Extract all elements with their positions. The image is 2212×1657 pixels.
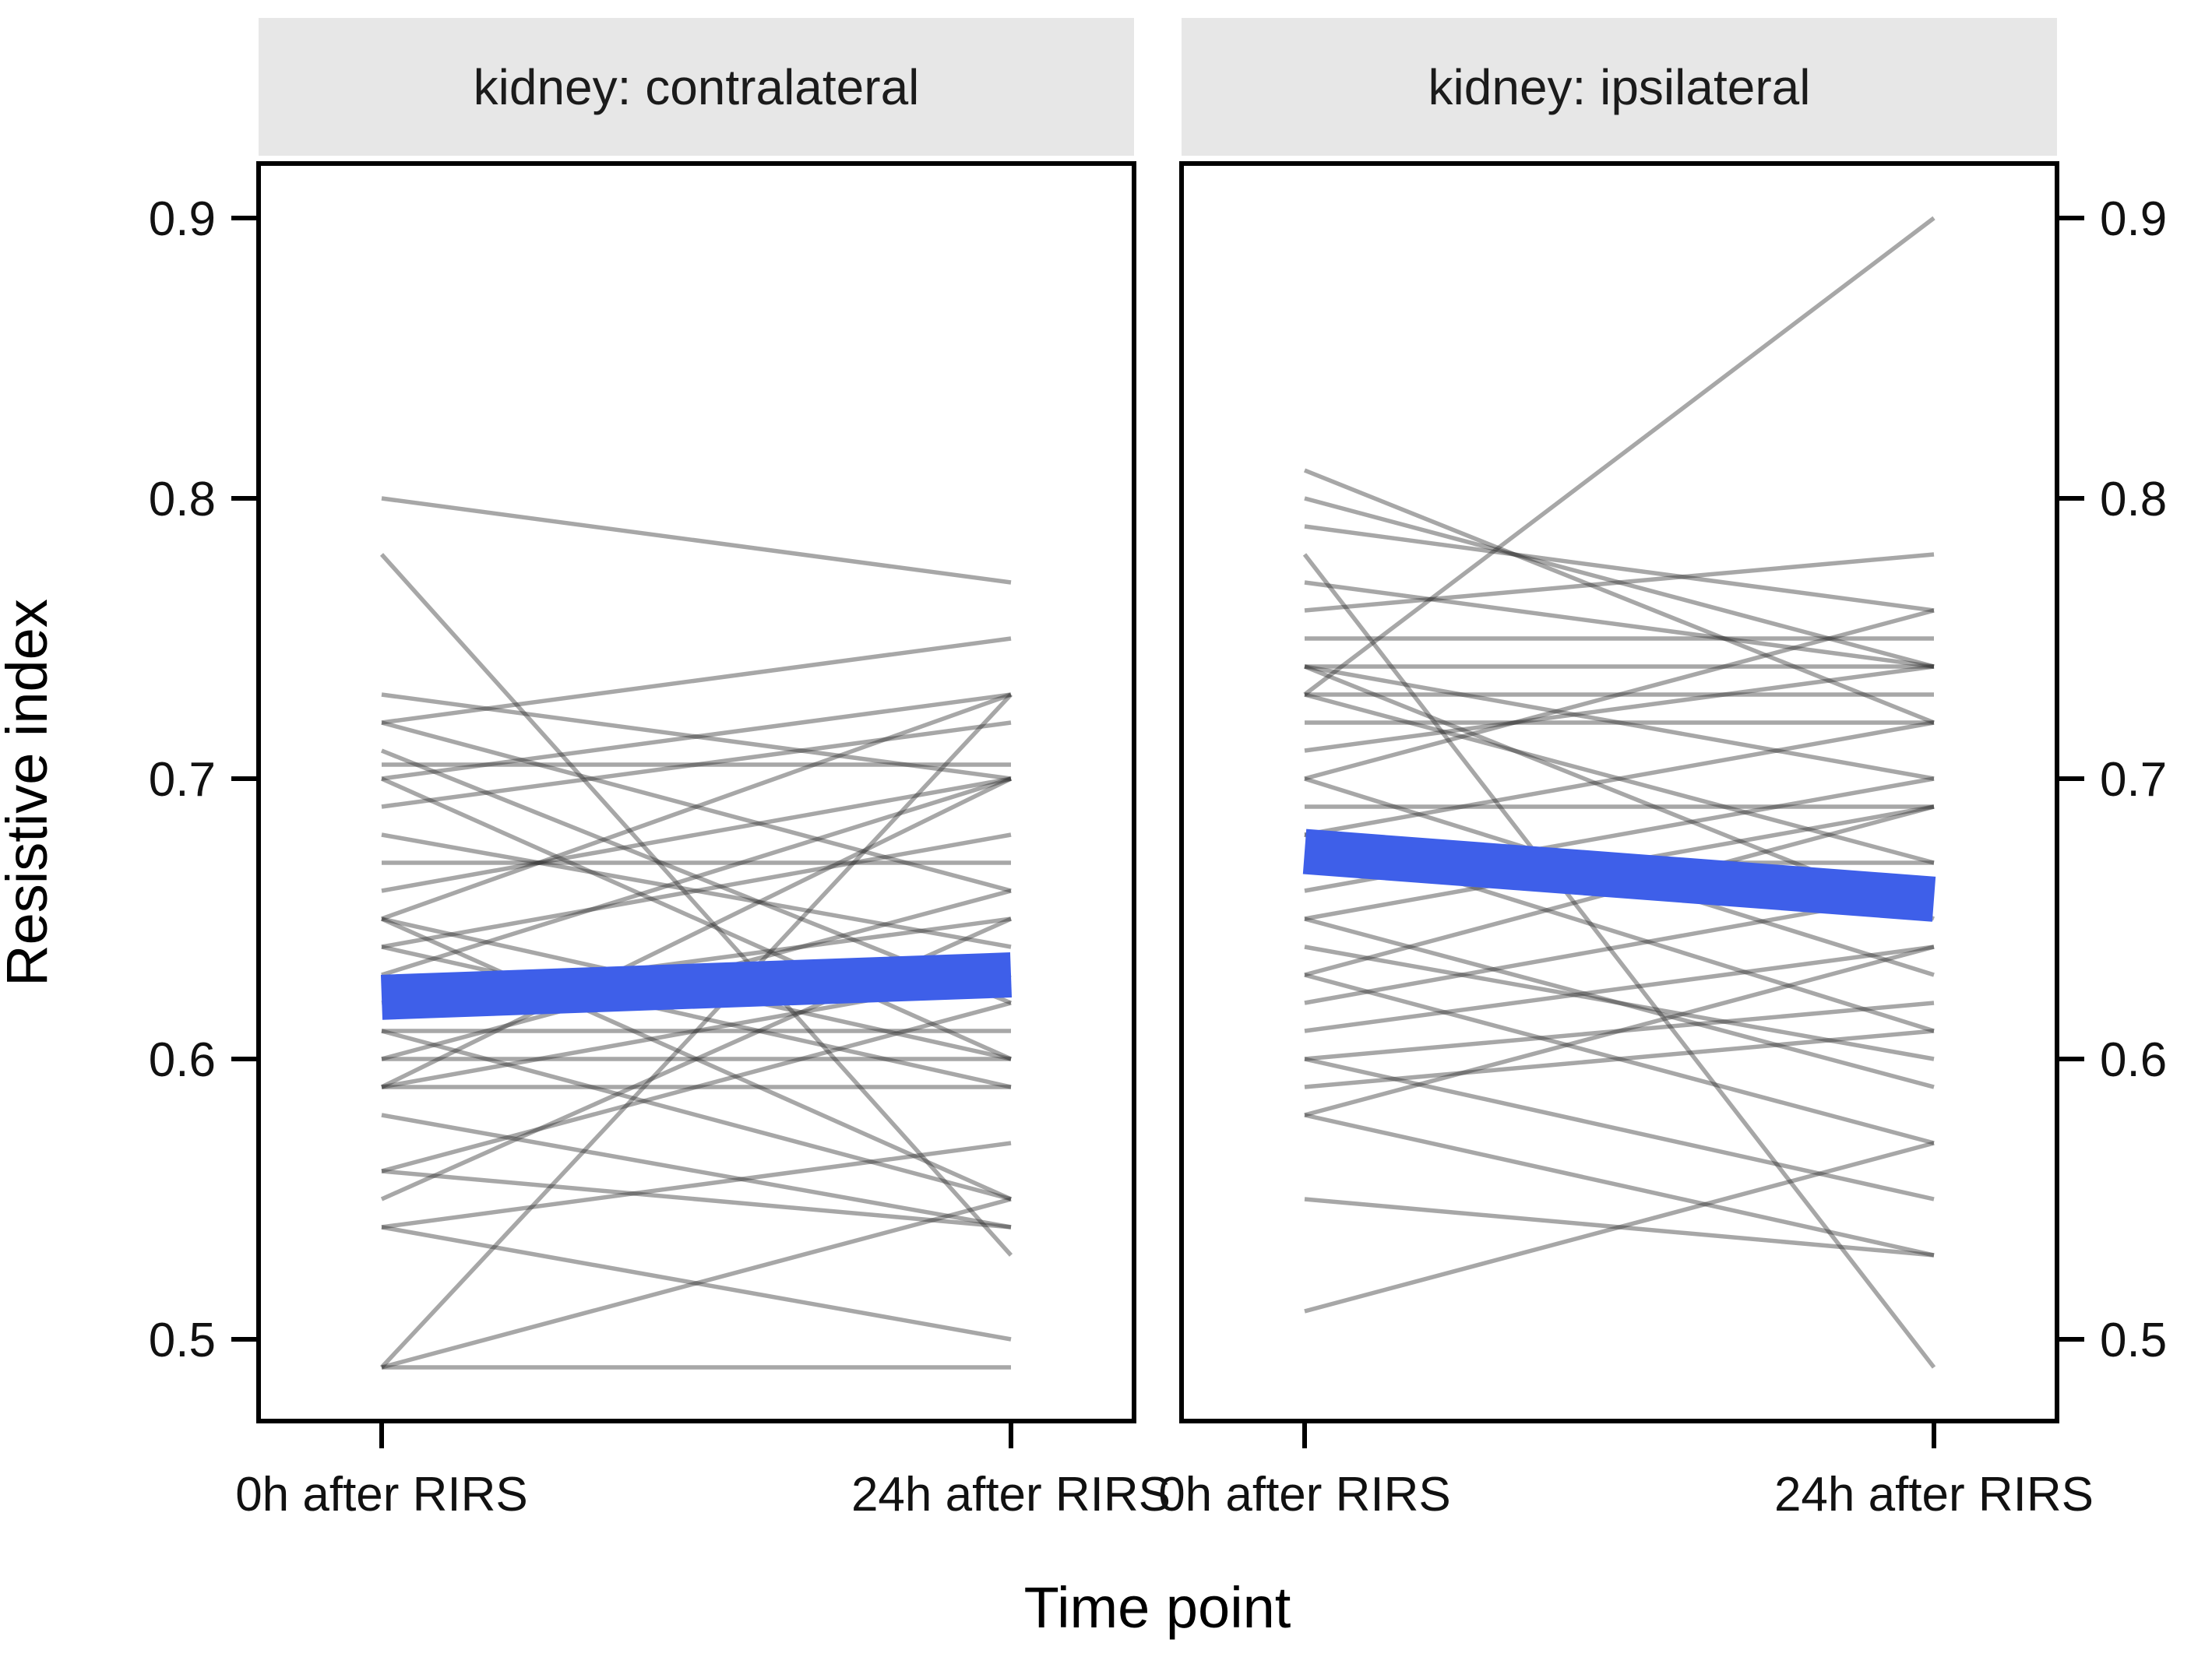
patient-line: [1304, 720, 1935, 837]
patient-line: [1304, 916, 1935, 1089]
patient-line: [1304, 945, 1935, 1033]
patient-line: [1304, 664, 1935, 781]
patient-line: [380, 916, 1013, 1201]
panel-ipsilateral: [1302, 216, 1936, 1369]
patient-line: [381, 692, 1012, 781]
x-tick-label: 0h after RIRS: [235, 1468, 528, 1522]
facet-strip-contralateral: [259, 18, 1134, 156]
y-axis-title: Resistive index: [0, 599, 59, 987]
patient-line: [381, 1225, 1012, 1342]
patient-line: [381, 1029, 1012, 1201]
patient-line: [381, 496, 1012, 585]
y-tick-label: 0.9: [149, 192, 216, 246]
patient-line: [1304, 580, 1935, 669]
y-tick-label: 0.5: [2100, 1314, 2167, 1367]
patient-line: [1304, 1001, 1935, 1061]
y-tick-label: 0.8: [2100, 473, 2167, 526]
y-tick-label: 0.7: [149, 753, 216, 807]
patient-line: [381, 832, 1012, 949]
x-tick-label: 24h after RIRS: [851, 1468, 1171, 1522]
patient-line: [381, 945, 1012, 1089]
patient-line: [381, 1141, 1012, 1230]
y-tick-label: 0.6: [2100, 1033, 2167, 1087]
patient-line: [381, 692, 1012, 781]
patient-line: [1303, 216, 1936, 697]
patient-line: [1304, 1141, 1935, 1314]
facet-title-ipsilateral: kidney: ipsilateral: [1428, 59, 1811, 115]
y-tick-label: 0.8: [149, 473, 216, 526]
patient-line: [381, 1001, 1012, 1173]
facet-title-contralateral: kidney: contralateral: [474, 59, 920, 115]
patient-line: [1304, 1029, 1935, 1089]
patient-line: [380, 776, 1013, 1089]
patient-line: [1302, 553, 1936, 1369]
x-tick-label: 0h after RIRS: [1158, 1468, 1451, 1522]
patient-line: [381, 776, 1012, 893]
patient-line: [1304, 945, 1935, 1061]
x-axis-title: Time point: [1024, 1575, 1291, 1640]
facet-strip-ipsilateral: [1182, 18, 2057, 156]
axes-layer: 0h after RIRS 24h after RIRS0.50.60.70.80…: [149, 192, 2167, 1522]
patient-line: [381, 720, 1012, 809]
patient-line: [379, 553, 1013, 1257]
patient-line: [1304, 664, 1935, 753]
patient-line: [1304, 608, 1935, 781]
patient-line: [380, 776, 1013, 1061]
patient-line: [1304, 945, 1935, 1117]
panel-border-ipsilateral: [1179, 161, 2059, 1423]
patient-line: [381, 1169, 1012, 1230]
y-tick-label: 0.5: [149, 1314, 216, 1367]
patient-line: [381, 1113, 1012, 1230]
y-tick-label: 0.6: [149, 1033, 216, 1087]
patient-line: [381, 636, 1012, 725]
patient-line: [1304, 496, 1935, 669]
mean-line: [380, 952, 1013, 1020]
patient-line: [1304, 692, 1935, 865]
patient-line: [381, 720, 1012, 893]
patient-line: [1303, 468, 1936, 725]
x-tick-label: 24h after RIRS: [1774, 1468, 2094, 1522]
panel-contralateral: [379, 496, 1013, 1370]
panel-border-contralateral: [256, 161, 1136, 1423]
patient-line: [1304, 552, 1935, 613]
patient-line: [379, 693, 1013, 1369]
patient-line: [381, 832, 1012, 949]
patient-line: [381, 1197, 1012, 1370]
patient-line: [1304, 524, 1935, 613]
y-tick-label: 0.9: [2100, 192, 2167, 246]
patient-line: [1304, 1113, 1935, 1258]
y-tick-label: 0.7: [2100, 753, 2167, 807]
mean-line: [1302, 828, 1936, 922]
patient-line: [1304, 973, 1935, 1145]
patient-line: [1304, 1197, 1935, 1258]
patient-line: [1304, 1057, 1935, 1201]
patient-line: [381, 692, 1012, 921]
patient-line: [381, 776, 1012, 977]
